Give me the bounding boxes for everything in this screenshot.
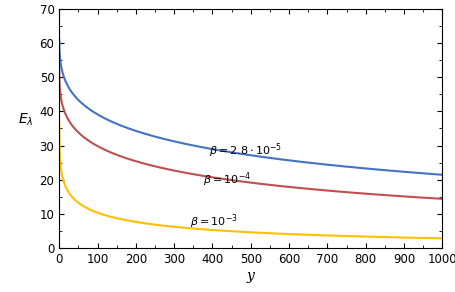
X-axis label: y: y — [246, 269, 254, 283]
Text: $\beta = 10^{-4}$: $\beta = 10^{-4}$ — [202, 170, 250, 189]
Y-axis label: $E_\lambda$: $E_\lambda$ — [18, 112, 33, 128]
Text: $\beta = 2.8 \cdot 10^{-5}$: $\beta = 2.8 \cdot 10^{-5}$ — [208, 141, 281, 159]
Text: $\beta = 10^{-3}$: $\beta = 10^{-3}$ — [189, 213, 237, 231]
